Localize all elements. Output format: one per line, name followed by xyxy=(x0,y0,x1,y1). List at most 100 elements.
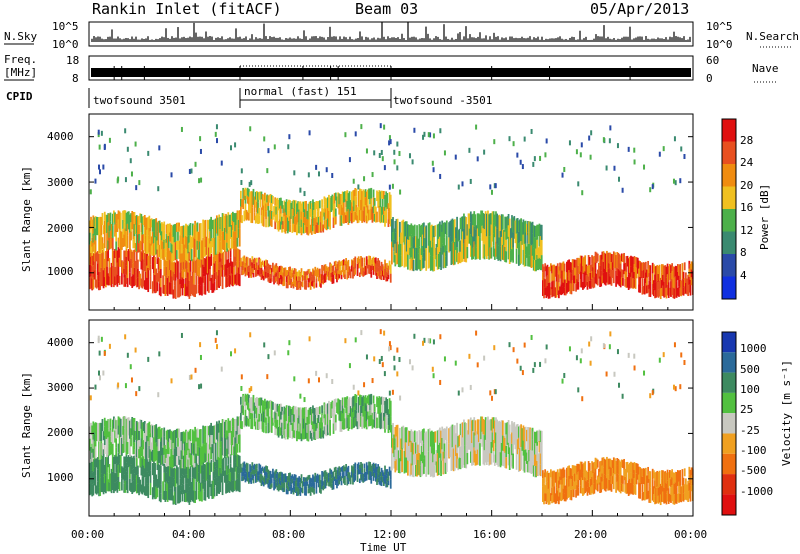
velocity-cell xyxy=(396,424,399,448)
power-cell xyxy=(191,223,194,236)
velocity-cell xyxy=(272,401,274,410)
power-cell xyxy=(276,197,279,206)
power-cell xyxy=(377,262,380,268)
power-cell xyxy=(119,230,122,250)
power-cell xyxy=(189,235,192,248)
velocity-cell xyxy=(207,426,210,436)
velocity-cell xyxy=(305,406,307,423)
power-cell xyxy=(508,218,511,242)
velocity-cell xyxy=(507,419,510,432)
power-cell xyxy=(204,238,207,248)
power-cell xyxy=(512,217,515,233)
velocity-cell xyxy=(138,430,140,440)
power-cell xyxy=(316,222,319,233)
power-cell xyxy=(226,233,229,243)
velocity-cell xyxy=(665,483,668,494)
velocity-cell xyxy=(556,490,559,502)
power-cell xyxy=(511,215,513,227)
power-cell xyxy=(201,259,203,278)
velocity-scatter xyxy=(516,358,519,364)
power-cell xyxy=(590,272,592,281)
velocity-cell xyxy=(672,493,675,505)
power-scatter xyxy=(516,152,519,158)
velocity-cell xyxy=(92,471,95,484)
power-cell xyxy=(539,236,542,248)
power-cell xyxy=(173,224,176,243)
velocity-cell xyxy=(183,459,186,469)
velocity-cell xyxy=(592,462,595,474)
velocity-cell xyxy=(171,450,174,460)
velocity-cell xyxy=(617,458,620,475)
power-cell xyxy=(546,285,549,297)
power-cell xyxy=(235,224,238,238)
velocity-cell xyxy=(657,495,660,504)
velocity-cell xyxy=(363,468,366,473)
power-cell xyxy=(348,191,351,208)
velocity-cell xyxy=(483,435,486,451)
velocity-scatter xyxy=(490,395,493,401)
velocity-cell xyxy=(122,434,124,444)
power-cell xyxy=(482,228,485,244)
velocity-cell xyxy=(256,463,258,469)
power-cell xyxy=(369,265,372,275)
power-cell xyxy=(289,280,291,285)
velocity-cell xyxy=(236,454,239,467)
velocity-cell xyxy=(299,423,302,440)
power-cell xyxy=(298,276,301,283)
power-cell xyxy=(318,216,321,225)
freq-panel: Freq. [MHz] 18 8 60 0 Nave xyxy=(4,53,779,85)
velocity-cell xyxy=(561,484,564,493)
velocity-cell xyxy=(280,480,282,486)
velocity-cell xyxy=(223,421,226,434)
velocity-cell xyxy=(368,394,370,406)
power-cell xyxy=(466,224,469,236)
velocity-cell xyxy=(114,430,116,443)
velocity-cell xyxy=(475,431,478,443)
power-cell xyxy=(98,217,100,236)
velocity-cell xyxy=(326,403,329,414)
velocity-cell xyxy=(648,479,651,487)
power-cell xyxy=(131,263,134,276)
power-cell xyxy=(555,281,558,298)
velocity-cell xyxy=(182,455,185,468)
velocity-cell xyxy=(465,423,468,446)
power-cell xyxy=(197,266,200,276)
power-cell xyxy=(639,261,641,277)
power-cell xyxy=(559,286,561,295)
velocity-cell xyxy=(309,486,312,496)
velocity-scatter xyxy=(380,355,383,361)
power-cell xyxy=(213,254,216,264)
velocity-cell xyxy=(489,430,492,442)
velocity-cell xyxy=(234,462,237,472)
power-scatter xyxy=(439,173,442,179)
power-cell xyxy=(431,224,433,248)
velocity-cell xyxy=(689,485,692,502)
power-cell xyxy=(249,258,251,268)
velocity-scatter xyxy=(240,385,243,391)
velocity-cell xyxy=(631,462,633,479)
velocity-cell xyxy=(253,469,256,476)
velocity-cell xyxy=(353,406,355,418)
velocity-cell xyxy=(586,471,589,480)
velocity-cell xyxy=(172,455,175,468)
power-cell xyxy=(170,224,172,234)
velocity-cell xyxy=(250,465,253,472)
velocity-scatter xyxy=(683,360,686,366)
power-cb-cell xyxy=(722,209,736,232)
power-cell xyxy=(111,237,114,251)
power-cell xyxy=(172,236,175,250)
power-cell xyxy=(91,278,94,291)
velocity-cell xyxy=(97,481,99,494)
power-scatter xyxy=(589,154,592,160)
velocity-cell xyxy=(124,468,127,481)
power-cell xyxy=(188,233,191,243)
velocity-cell xyxy=(614,458,616,475)
velocity-cell xyxy=(449,442,452,458)
velocity-cell xyxy=(535,431,537,444)
power-cell xyxy=(657,281,660,290)
velocity-cell xyxy=(125,453,128,463)
velocity-cell xyxy=(458,457,461,469)
velocity-cell xyxy=(250,413,253,429)
power-cell xyxy=(553,280,556,297)
power-cell xyxy=(353,200,355,212)
